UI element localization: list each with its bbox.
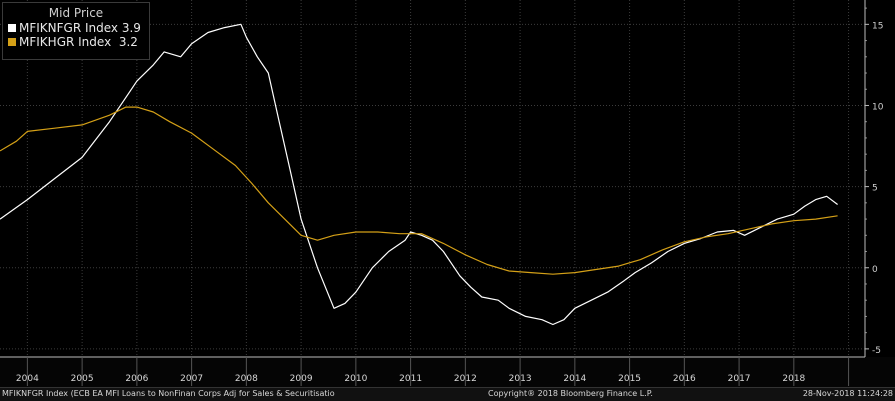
legend-series-name: MFIKNFGR Index [19,21,119,35]
legend-swatch-mfikhgr [8,38,16,46]
series-lines [0,23,838,326]
x-tick-label: 2007 [180,374,203,384]
legend-swatch-mfiknfgr [8,24,16,32]
x-tick-label: 2004 [16,374,39,384]
footer-bar: MFIKNFGR Index (ECB EA MFI Loans to NonF… [0,387,895,401]
x-tick-label: 2010 [344,374,367,384]
legend-series-value: 3.2 [118,35,138,49]
x-tick-label: 2016 [673,374,696,384]
y-tick-label: 5 [872,184,878,194]
footer-copyright: Copyright® 2018 Bloomberg Finance L.P. [488,389,653,398]
y-tick-label: 0 [872,265,878,275]
x-tick-label: 2006 [125,374,148,384]
y-axis: -5 0 5 10 15 [864,0,884,357]
x-tick-label: 2005 [71,374,94,384]
x-axis: 2004 2005 2006 2007 2008 2009 2010 2011 2012 2013… [0,356,895,387]
x-axis-band [0,357,895,387]
x-tick-label: 2011 [399,374,422,384]
series-line-mfikhgr-index [0,106,838,275]
grid-lines [0,0,865,357]
y-tick-label: -5 [872,346,881,356]
x-tick-label: 2015 [618,374,641,384]
legend-title: Mid Price [48,6,104,20]
y-tick-label: 15 [872,21,883,31]
x-tick-label: 2013 [509,374,532,384]
legend-series-name: MFIKHGR Index [19,35,112,49]
x-tick-label: 2017 [728,374,751,384]
y-tick-label: 10 [872,102,884,112]
x-tick-label: 2014 [563,374,586,384]
x-tick-label: 2012 [454,374,477,384]
footer-timestamp: 28-Nov-2018 11:24:28 [802,389,893,398]
x-tick-label: 2018 [782,374,805,384]
legend-entry-mfiknfgr: MFIKNFGR Index 3.9 [8,21,144,35]
legend-series-value: 3.9 [121,21,141,35]
x-tick-label: 2009 [290,374,313,384]
series-line-mfiknfgr-index [0,23,838,326]
legend: Mid Price MFIKNFGR Index 3.9 MFIKHGR Ind… [2,2,150,60]
x-tick-label: 2008 [235,374,258,384]
footer-description: MFIKNFGR Index (ECB EA MFI Loans to NonF… [2,389,335,398]
legend-entry-mfikhgr: MFIKHGR Index 3.2 [8,35,144,49]
